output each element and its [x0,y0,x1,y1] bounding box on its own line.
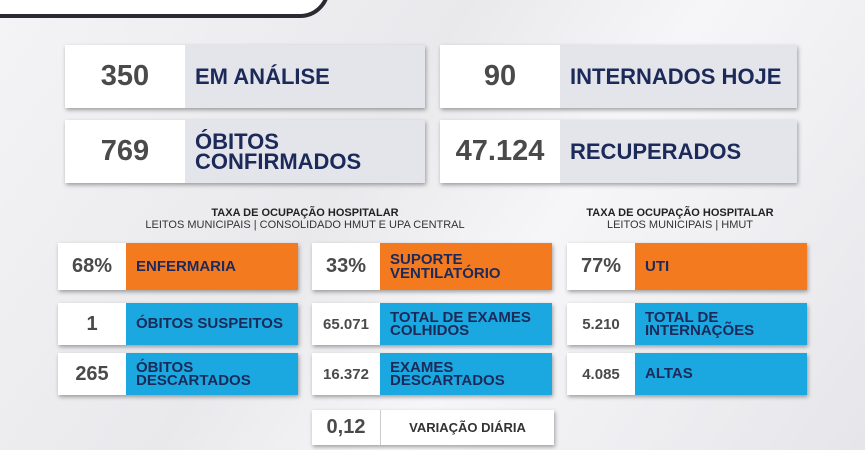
card-label: TOTAL DE EXAMES COLHIDOS [380,303,552,345]
card-value: 68% [58,243,126,290]
card-value: 16.372 [312,353,380,395]
header-title: TAXA DE OCUPAÇÃO HOSPITALAR [586,207,774,219]
stat-label: ÓBITOS CONFIRMADOS [185,120,425,183]
stat-label: INTERNADOS HOJE [560,45,797,108]
card: 4.085 ALTAS [567,353,807,395]
card-value: 0,12 [312,410,380,445]
card-label: ALTAS [635,353,807,395]
card: 33% SUPORTE VENTILATÓRIO [312,243,552,290]
card-label: EXAMES DESCARTADOS [380,353,552,395]
stat-box: 350 EM ANÁLISE [65,45,425,108]
card: 77% UTI [567,243,807,290]
card-label: VARIAÇÃO DIÁRIA [380,410,554,445]
card: 1 ÓBITOS SUSPEITOS [58,303,298,345]
stat-value: 350 [65,45,185,108]
header-subtitle: LEITOS MUNICIPAIS | CONSOLIDADO HMUT E U… [145,219,465,231]
card-label: ÓBITOS SUSPEITOS [126,303,298,345]
section-header: TAXA DE OCUPAÇÃO HOSPITALAR LEITOS MUNICI… [95,207,515,231]
card-value: 265 [58,353,126,395]
card-label: SUPORTE VENTILATÓRIO [380,243,552,290]
header-subtitle: LEITOS MUNICIPAIS | HMUT [606,219,754,231]
card-value: 77% [567,243,635,290]
stat-value: 769 [65,120,185,183]
header-tab [0,0,330,18]
card-value: 4.085 [567,353,635,395]
card: 16.372 EXAMES DESCARTADOS [312,353,552,395]
card: 65.071 TOTAL DE EXAMES COLHIDOS [312,303,552,345]
stat-value: 47.124 [440,120,560,183]
stat-box: 47.124 RECUPERADOS [440,120,797,183]
card-label: ÓBITOS DESCARTADOS [126,353,298,395]
header-title: TAXA DE OCUPAÇÃO HOSPITALAR [211,207,399,219]
stat-box: 90 INTERNADOS HOJE [440,45,797,108]
card-label: TOTAL DE INTERNAÇÕES [635,303,807,345]
card: 5.210 TOTAL DE INTERNAÇÕES [567,303,807,345]
card-value: 65.071 [312,303,380,345]
card-label: UTI [635,243,807,290]
card-value: 33% [312,243,380,290]
card: 265 ÓBITOS DESCARTADOS [58,353,298,395]
card: 68% ENFERMARIA [58,243,298,290]
card-value: 1 [58,303,126,345]
section-header: TAXA DE OCUPAÇÃO HOSPITALAR LEITOS MUNICI… [470,207,865,231]
card-label: ENFERMARIA [126,243,298,290]
stat-label: EM ANÁLISE [185,45,425,108]
stat-label: RECUPERADOS [560,120,797,183]
card: 0,12 VARIAÇÃO DIÁRIA [312,410,554,445]
stat-value: 90 [440,45,560,108]
card-value: 5.210 [567,303,635,345]
stat-box: 769 ÓBITOS CONFIRMADOS [65,120,425,183]
